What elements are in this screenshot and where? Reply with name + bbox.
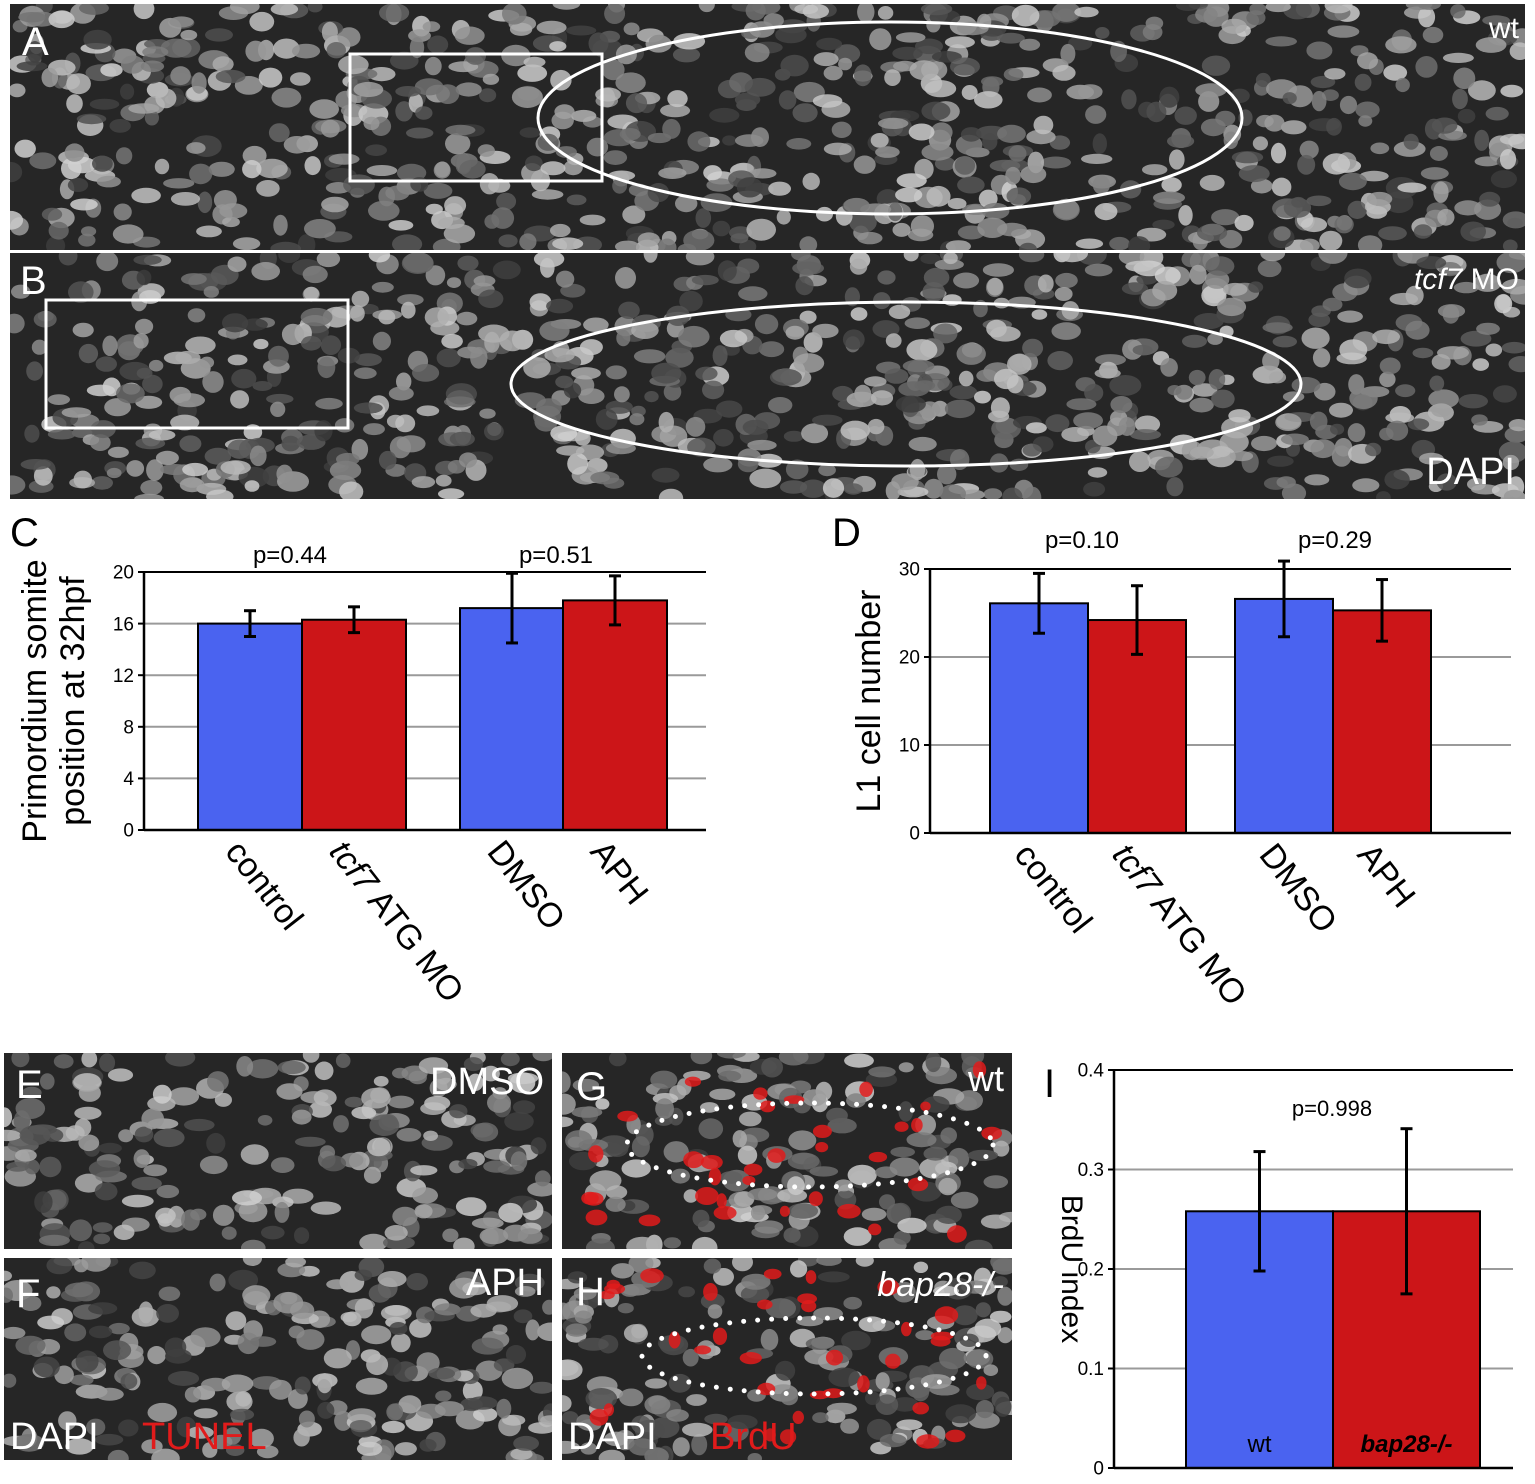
chart-c: C 0 4 8 12 16 20 Primordium somite position at … [0, 505, 760, 1025]
y-tick-label: 20 [113, 563, 134, 584]
panel-letter-c: C [10, 511, 39, 555]
condition-suffix: MO [1462, 263, 1519, 296]
y-tick-label: 4 [123, 769, 134, 790]
y-axis-label: L1 cell number [850, 589, 888, 812]
y-tick-label: 0.1 [1078, 1359, 1104, 1380]
p-value-label: p=0.51 [519, 542, 593, 569]
micrograph-panel-b: B tcf7 MO DAPI [10, 253, 1525, 499]
category-label: bap28-/- [1360, 1431, 1452, 1458]
panel-e-condition: DMSO [430, 1061, 544, 1103]
stain-label-dapi: DAPI [568, 1416, 657, 1458]
y-tick-label: 0 [123, 821, 134, 842]
panel-f-condition: APH [465, 1262, 544, 1304]
bar [1332, 609, 1432, 834]
category-label: control [1007, 837, 1100, 941]
chart-i: I 0 0.1 0.2 0.3 0.4 BrdU index p=0.998 wt bap28-… [1020, 1048, 1535, 1480]
stain-label-tunel: TUNEL [142, 1416, 267, 1458]
p-value-label: p=0.998 [1292, 1096, 1372, 1121]
nuclei-texture [10, 4, 1525, 250]
category-label: APH [1350, 837, 1423, 915]
micrograph-panel-e: E DMSO [4, 1053, 552, 1249]
dotted-primordium-outline [624, 1100, 996, 1190]
roi-box [44, 298, 350, 430]
panel-letter-i: I [1044, 1062, 1056, 1106]
bar [301, 618, 407, 832]
micrograph-panel-h: H bap28-/- DAPI BrdU [562, 1258, 1012, 1460]
y-tick-label: 0.4 [1078, 1061, 1105, 1082]
primordium-outline [536, 20, 1244, 216]
p-value-label: p=0.10 [1045, 527, 1119, 554]
y-tick-label: 0.3 [1078, 1160, 1104, 1181]
stain-label-brdu: BrdU [710, 1416, 797, 1458]
category-label: tcf7 ATG MO [322, 834, 471, 1010]
bar [562, 599, 668, 831]
y-axis-label: BrdU index [1055, 1195, 1088, 1343]
y-axis-label: position at 32hpf [54, 576, 92, 826]
y-tick-label: 12 [113, 666, 134, 687]
category-label: DMSO [480, 834, 573, 938]
nuclei-texture [562, 1053, 1012, 1249]
y-tick-label: 10 [899, 736, 920, 757]
micrograph-panel-g: G wt [562, 1053, 1012, 1249]
gene-name: tcf7 [1413, 263, 1463, 296]
micrograph-panel-f: F APH DAPI TUNEL [4, 1258, 552, 1460]
category-label: tcf7 ATG MO [1105, 837, 1254, 1013]
panel-letter-a: A [22, 20, 49, 64]
category-label: wt [1247, 1431, 1272, 1458]
p-value-label: p=0.44 [253, 542, 327, 569]
bar [197, 622, 303, 831]
panel-letter-f: F [16, 1272, 41, 1316]
category-label: APH [583, 834, 656, 912]
y-tick-label: 20 [899, 648, 920, 669]
panel-letter-e: E [16, 1063, 43, 1107]
nuclei-texture [4, 1258, 552, 1460]
panel-letter-g: G [576, 1065, 608, 1109]
bar [989, 602, 1089, 834]
dotted-primordium-outline [639, 1315, 989, 1397]
panel-letter-h: H [576, 1270, 605, 1314]
chart-d-svg: 0 10 20 30 L1 cell number p=0.10 p=0.29 control… [850, 527, 1511, 1013]
panel-h-annotations [639, 1315, 989, 1397]
chart-i-svg: 0 0.1 0.2 0.3 0.4 BrdU index p=0.998 wt bap28-/- [1055, 1061, 1513, 1480]
panel-h-condition: bap28-/- [877, 1266, 1004, 1304]
panel-a-condition: wt [1489, 12, 1519, 45]
primordium-outline [509, 300, 1303, 468]
y-tick-label: 16 [113, 614, 134, 635]
panel-b-annotations [44, 298, 1303, 468]
nuclei-texture [4, 1053, 552, 1249]
y-tick-label: 0 [909, 824, 920, 845]
panel-g-condition: wt [968, 1058, 1004, 1099]
category-label: DMSO [1252, 837, 1345, 941]
stain-label: DAPI [1426, 451, 1515, 493]
micrograph-panel-a: A wt [10, 4, 1525, 250]
y-tick-label: 0.2 [1078, 1260, 1104, 1281]
roi-box [348, 52, 604, 183]
y-axis-label: Primordium somite [16, 559, 54, 842]
y-tick-label: 0 [1093, 1459, 1104, 1479]
chart-d: D 0 10 20 30 L1 cell number p=0.10 p=0.29 contr… [770, 505, 1535, 1050]
category-label: control [218, 834, 311, 938]
panel-b-condition: tcf7 MO [1414, 265, 1519, 295]
panel-a-annotations [348, 20, 1244, 216]
panel-letter-d: D [832, 511, 861, 555]
stain-label-dapi: DAPI [10, 1416, 99, 1458]
panel-g-annotations [624, 1100, 996, 1190]
panel-letter-b: B [20, 259, 47, 303]
y-tick-label: 8 [123, 717, 134, 738]
p-value-label: p=0.29 [1298, 527, 1372, 554]
y-tick-label: 30 [899, 560, 920, 581]
chart-c-svg: 0 4 8 12 16 20 Primordium somite position at 32… [16, 542, 706, 1010]
